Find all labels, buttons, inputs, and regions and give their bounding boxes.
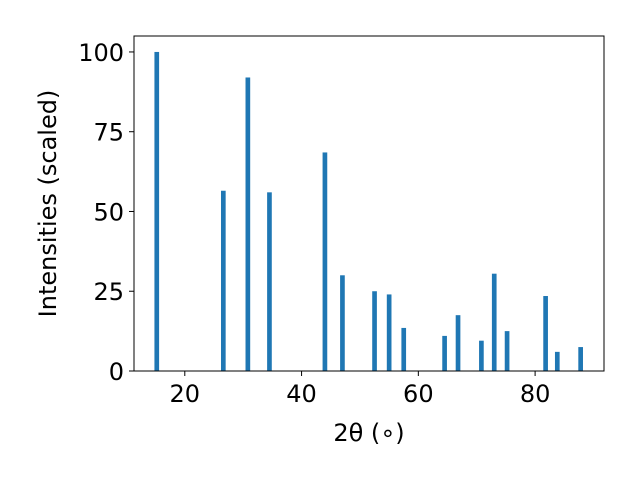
plot-frame bbox=[133, 35, 605, 372]
x-axis-label: 2θ (∘) bbox=[333, 419, 404, 447]
bar bbox=[245, 77, 251, 371]
y-tick-label: 50 bbox=[93, 198, 124, 226]
y-tick-label: 75 bbox=[93, 119, 124, 147]
bar bbox=[372, 291, 377, 371]
bar bbox=[267, 192, 272, 371]
bar bbox=[578, 347, 583, 371]
x-axis-ticks: 20 40 60 80 bbox=[170, 371, 551, 408]
bar bbox=[554, 351, 560, 371]
bar-series bbox=[154, 51, 583, 371]
x-tick-label: 60 bbox=[403, 380, 434, 408]
bar bbox=[543, 296, 548, 371]
bar bbox=[479, 340, 484, 371]
y-tick-label: 25 bbox=[93, 278, 124, 306]
bar bbox=[491, 273, 497, 371]
y-axis-label: Intensities (scaled) bbox=[34, 90, 62, 318]
bar bbox=[401, 327, 407, 371]
bar bbox=[455, 315, 461, 371]
y-tick-label: 100 bbox=[78, 39, 124, 67]
bar bbox=[442, 335, 447, 371]
y-axis-ticks: 0 25 50 75 100 bbox=[78, 39, 134, 386]
x-tick-label: 40 bbox=[286, 380, 317, 408]
y-tick-label: 0 bbox=[109, 358, 124, 386]
bar bbox=[340, 275, 345, 371]
bar bbox=[386, 294, 392, 371]
bar bbox=[220, 190, 226, 371]
x-tick-label: 80 bbox=[520, 380, 551, 408]
x-tick-label: 20 bbox=[170, 380, 201, 408]
bar bbox=[154, 51, 160, 371]
bar bbox=[504, 331, 510, 371]
bar bbox=[322, 152, 328, 371]
